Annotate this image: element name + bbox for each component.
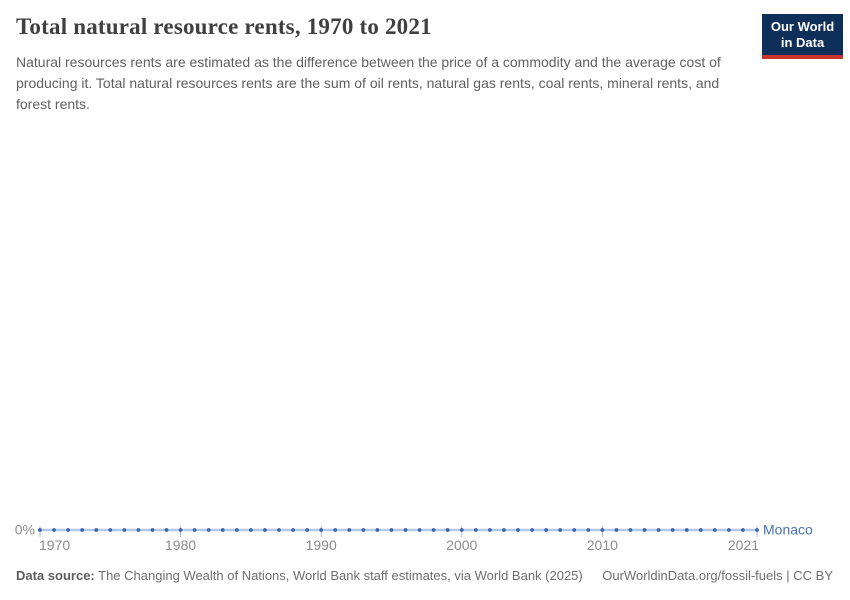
data-point-marker[interactable] <box>403 528 408 532</box>
data-point-marker[interactable] <box>487 528 492 532</box>
data-point-marker[interactable] <box>586 528 591 532</box>
data-point-marker[interactable] <box>698 528 703 532</box>
license-label: CC BY <box>793 568 833 583</box>
data-point-marker[interactable] <box>670 528 675 532</box>
data-point-marker[interactable] <box>234 528 239 532</box>
data-point-marker[interactable] <box>248 528 253 532</box>
x-axis-tick-label: 1980 <box>165 537 197 553</box>
y-axis-tick-label: 0% <box>14 521 35 538</box>
owid-logo[interactable]: Our World in Data <box>762 14 843 59</box>
chart-title: Total natural resource rents, 1970 to 20… <box>16 14 432 39</box>
x-axis-tick-label: 2010 <box>586 537 618 553</box>
data-point-marker[interactable] <box>726 528 731 532</box>
data-point-marker[interactable] <box>741 528 745 532</box>
data-source-note: Data source: The Changing Wealth of Nati… <box>16 568 583 584</box>
data-point-marker[interactable] <box>572 528 577 532</box>
owid-logo-text: Our World in Data <box>762 14 843 55</box>
data-point-marker[interactable] <box>52 528 56 532</box>
x-axis-tick-label: 1970 <box>39 537 71 553</box>
data-point-marker[interactable] <box>136 528 141 532</box>
data-point-marker[interactable] <box>459 528 464 532</box>
data-point-marker[interactable] <box>431 528 436 532</box>
data-point-marker[interactable] <box>291 528 295 532</box>
data-source-text: The Changing Wealth of Nations, World Ba… <box>94 568 583 583</box>
data-point-marker[interactable] <box>656 528 661 532</box>
data-point-marker[interactable] <box>305 528 310 532</box>
data-source-label: Data source: <box>16 568 95 583</box>
data-point-marker[interactable] <box>38 528 42 532</box>
data-point-marker[interactable] <box>445 528 450 532</box>
data-point-marker[interactable] <box>220 528 225 532</box>
x-axis-tick-label: 1990 <box>305 537 337 553</box>
data-point-marker[interactable] <box>712 528 717 532</box>
data-point-marker[interactable] <box>277 528 281 532</box>
data-point-marker[interactable] <box>502 528 506 532</box>
x-axis-tick-label: 2021 <box>727 537 759 553</box>
data-point-marker[interactable] <box>473 528 478 532</box>
data-point-marker[interactable] <box>530 528 534 532</box>
data-point-marker[interactable] <box>389 528 394 532</box>
data-point-marker[interactable] <box>319 528 324 532</box>
x-axis-tick-label: 2000 <box>446 537 478 553</box>
data-point-marker[interactable] <box>600 528 605 532</box>
data-point-marker[interactable] <box>544 528 549 532</box>
data-point-marker[interactable] <box>361 528 366 532</box>
data-point-marker[interactable] <box>122 528 127 532</box>
owid-url-link[interactable]: OurWorldinData.org/fossil-fuels <box>602 568 783 583</box>
data-point-marker[interactable] <box>375 528 380 532</box>
chart-subtitle: Natural resources rents are estimated as… <box>16 54 721 112</box>
footer-separator: | <box>782 568 794 583</box>
data-point-marker[interactable] <box>108 528 113 532</box>
data-point-marker[interactable] <box>192 528 197 532</box>
chart-footer: Data source: The Changing Wealth of Nati… <box>16 568 833 584</box>
data-point-marker[interactable] <box>347 528 352 532</box>
data-point-marker[interactable] <box>516 528 520 532</box>
data-point-marker[interactable] <box>178 528 183 532</box>
series-entity-label[interactable]: Monaco <box>763 521 813 538</box>
data-point-marker[interactable] <box>263 528 267 532</box>
data-point-marker[interactable] <box>684 528 689 532</box>
data-point-marker[interactable] <box>755 528 759 532</box>
data-point-marker[interactable] <box>80 528 85 532</box>
data-point-marker[interactable] <box>614 528 619 532</box>
data-point-marker[interactable] <box>628 528 633 532</box>
footer-attribution: OurWorldinData.org/fossil-fuels | CC BY <box>602 568 833 584</box>
data-point-marker[interactable] <box>150 528 155 532</box>
data-point-marker[interactable] <box>94 528 99 532</box>
data-point-marker[interactable] <box>333 528 338 532</box>
data-point-marker[interactable] <box>417 528 422 532</box>
data-point-marker[interactable] <box>642 528 647 532</box>
data-point-marker[interactable] <box>66 528 71 532</box>
owid-logo-accent-bar <box>762 55 843 59</box>
data-point-marker[interactable] <box>206 528 211 532</box>
data-point-marker[interactable] <box>164 528 169 532</box>
data-point-marker[interactable] <box>558 528 563 532</box>
